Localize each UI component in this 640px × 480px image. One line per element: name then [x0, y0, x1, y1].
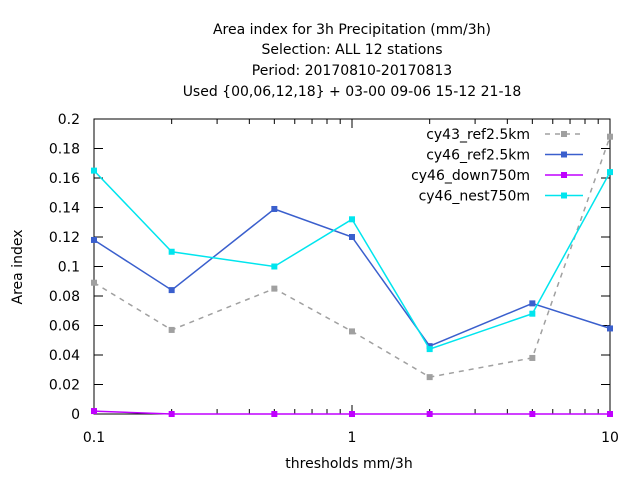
- series-line-cy43_ref2.5km: [93, 136, 611, 378]
- data-point-cy46_nest750m: [271, 263, 278, 270]
- x-axis-label: thresholds mm/3h: [285, 456, 412, 472]
- legend-label-cy46_down750m: cy46_down750m: [411, 168, 530, 184]
- data-point-cy46_ref2.5km: [349, 234, 355, 240]
- x-tick-label: 10: [601, 430, 619, 446]
- y-tick-label: 0.18: [49, 142, 80, 158]
- y-tick-label: 0.16: [49, 171, 80, 187]
- legend-marker-cy43_ref2.5km: [561, 131, 567, 137]
- x-tick-label: 1: [348, 430, 357, 446]
- y-tick-label: 0.08: [49, 289, 80, 305]
- plot-frame: [93, 118, 611, 415]
- data-point-cy46_nest750m: [91, 167, 97, 174]
- chart-subtitle-line-2: Period: 20170810-20170813: [252, 63, 452, 79]
- y-tick-label: 0.02: [49, 378, 80, 394]
- data-point-cy46_down750m: [426, 411, 433, 417]
- data-point-cy46_down750m: [529, 411, 536, 417]
- y-tick-label: 0.14: [49, 201, 80, 217]
- data-point-cy46_down750m: [271, 411, 278, 417]
- series-line-cy46_ref2.5km: [93, 208, 611, 348]
- y-tick-label: 0.12: [49, 230, 80, 246]
- chart-subtitle-line-3: Used {00,06,12,18} + 03-00 09-06 15-12 2…: [183, 84, 522, 100]
- data-point-cy46_ref2.5km: [91, 236, 97, 243]
- plot-area: 0 0.02 0.04 0.06 0.08 0.1 0.12 0.14 0.16 0.18 0.2 0…: [49, 112, 619, 446]
- series-line-cy46_nest750m: [93, 170, 611, 351]
- x-tick-label: 0.1: [83, 430, 105, 446]
- y-tick-label: 0.04: [49, 348, 80, 364]
- data-point-cy43_ref2.5km: [607, 133, 613, 140]
- data-point-cy43_ref2.5km: [529, 354, 536, 361]
- y-axis-label: Area index: [10, 230, 26, 305]
- legend-label-cy46_nest750m: cy46_nest750m: [419, 189, 530, 205]
- data-point-cy46_down750m: [349, 411, 355, 417]
- data-point-cy46_nest750m: [607, 169, 613, 176]
- data-point-cy46_ref2.5km: [607, 325, 613, 332]
- y-tick-label: 0.06: [49, 319, 80, 335]
- data-point-cy43_ref2.5km: [349, 328, 355, 335]
- legend-label-cy43_ref2.5km: cy43_ref2.5km: [426, 127, 530, 143]
- data-point-cy46_nest750m: [426, 346, 433, 353]
- chart-title: Area index for 3h Precipitation (mm/3h): [213, 22, 491, 38]
- y-tick-label: 0.2: [58, 112, 80, 128]
- data-point-cy46_ref2.5km: [529, 300, 536, 307]
- data-point-cy46_down750m: [168, 411, 175, 417]
- data-point-cy46_ref2.5km: [168, 287, 175, 294]
- chart-subtitle-line-1: Selection: ALL 12 stations: [261, 42, 442, 58]
- y-tick-label: 0.1: [58, 260, 80, 276]
- data-point-cy46_ref2.5km: [271, 205, 278, 212]
- legend-marker-cy46_nest750m: [561, 192, 567, 199]
- legend-marker-cy46_ref2.5km: [561, 151, 567, 158]
- data-point-cy46_down750m: [607, 411, 613, 417]
- data-point-cy46_down750m: [91, 408, 97, 415]
- data-point-cy43_ref2.5km: [271, 285, 278, 292]
- data-point-cy43_ref2.5km: [91, 279, 97, 286]
- data-point-cy46_nest750m: [349, 216, 355, 223]
- legend-label-cy46_ref2.5km: cy46_ref2.5km: [426, 148, 530, 164]
- data-point-cy46_nest750m: [529, 310, 536, 317]
- legend-marker-cy46_down750m: [561, 172, 567, 178]
- data-point-cy46_nest750m: [168, 248, 175, 255]
- y-tick-label: 0: [71, 407, 80, 423]
- data-point-cy43_ref2.5km: [168, 326, 175, 333]
- data-point-cy43_ref2.5km: [426, 374, 433, 381]
